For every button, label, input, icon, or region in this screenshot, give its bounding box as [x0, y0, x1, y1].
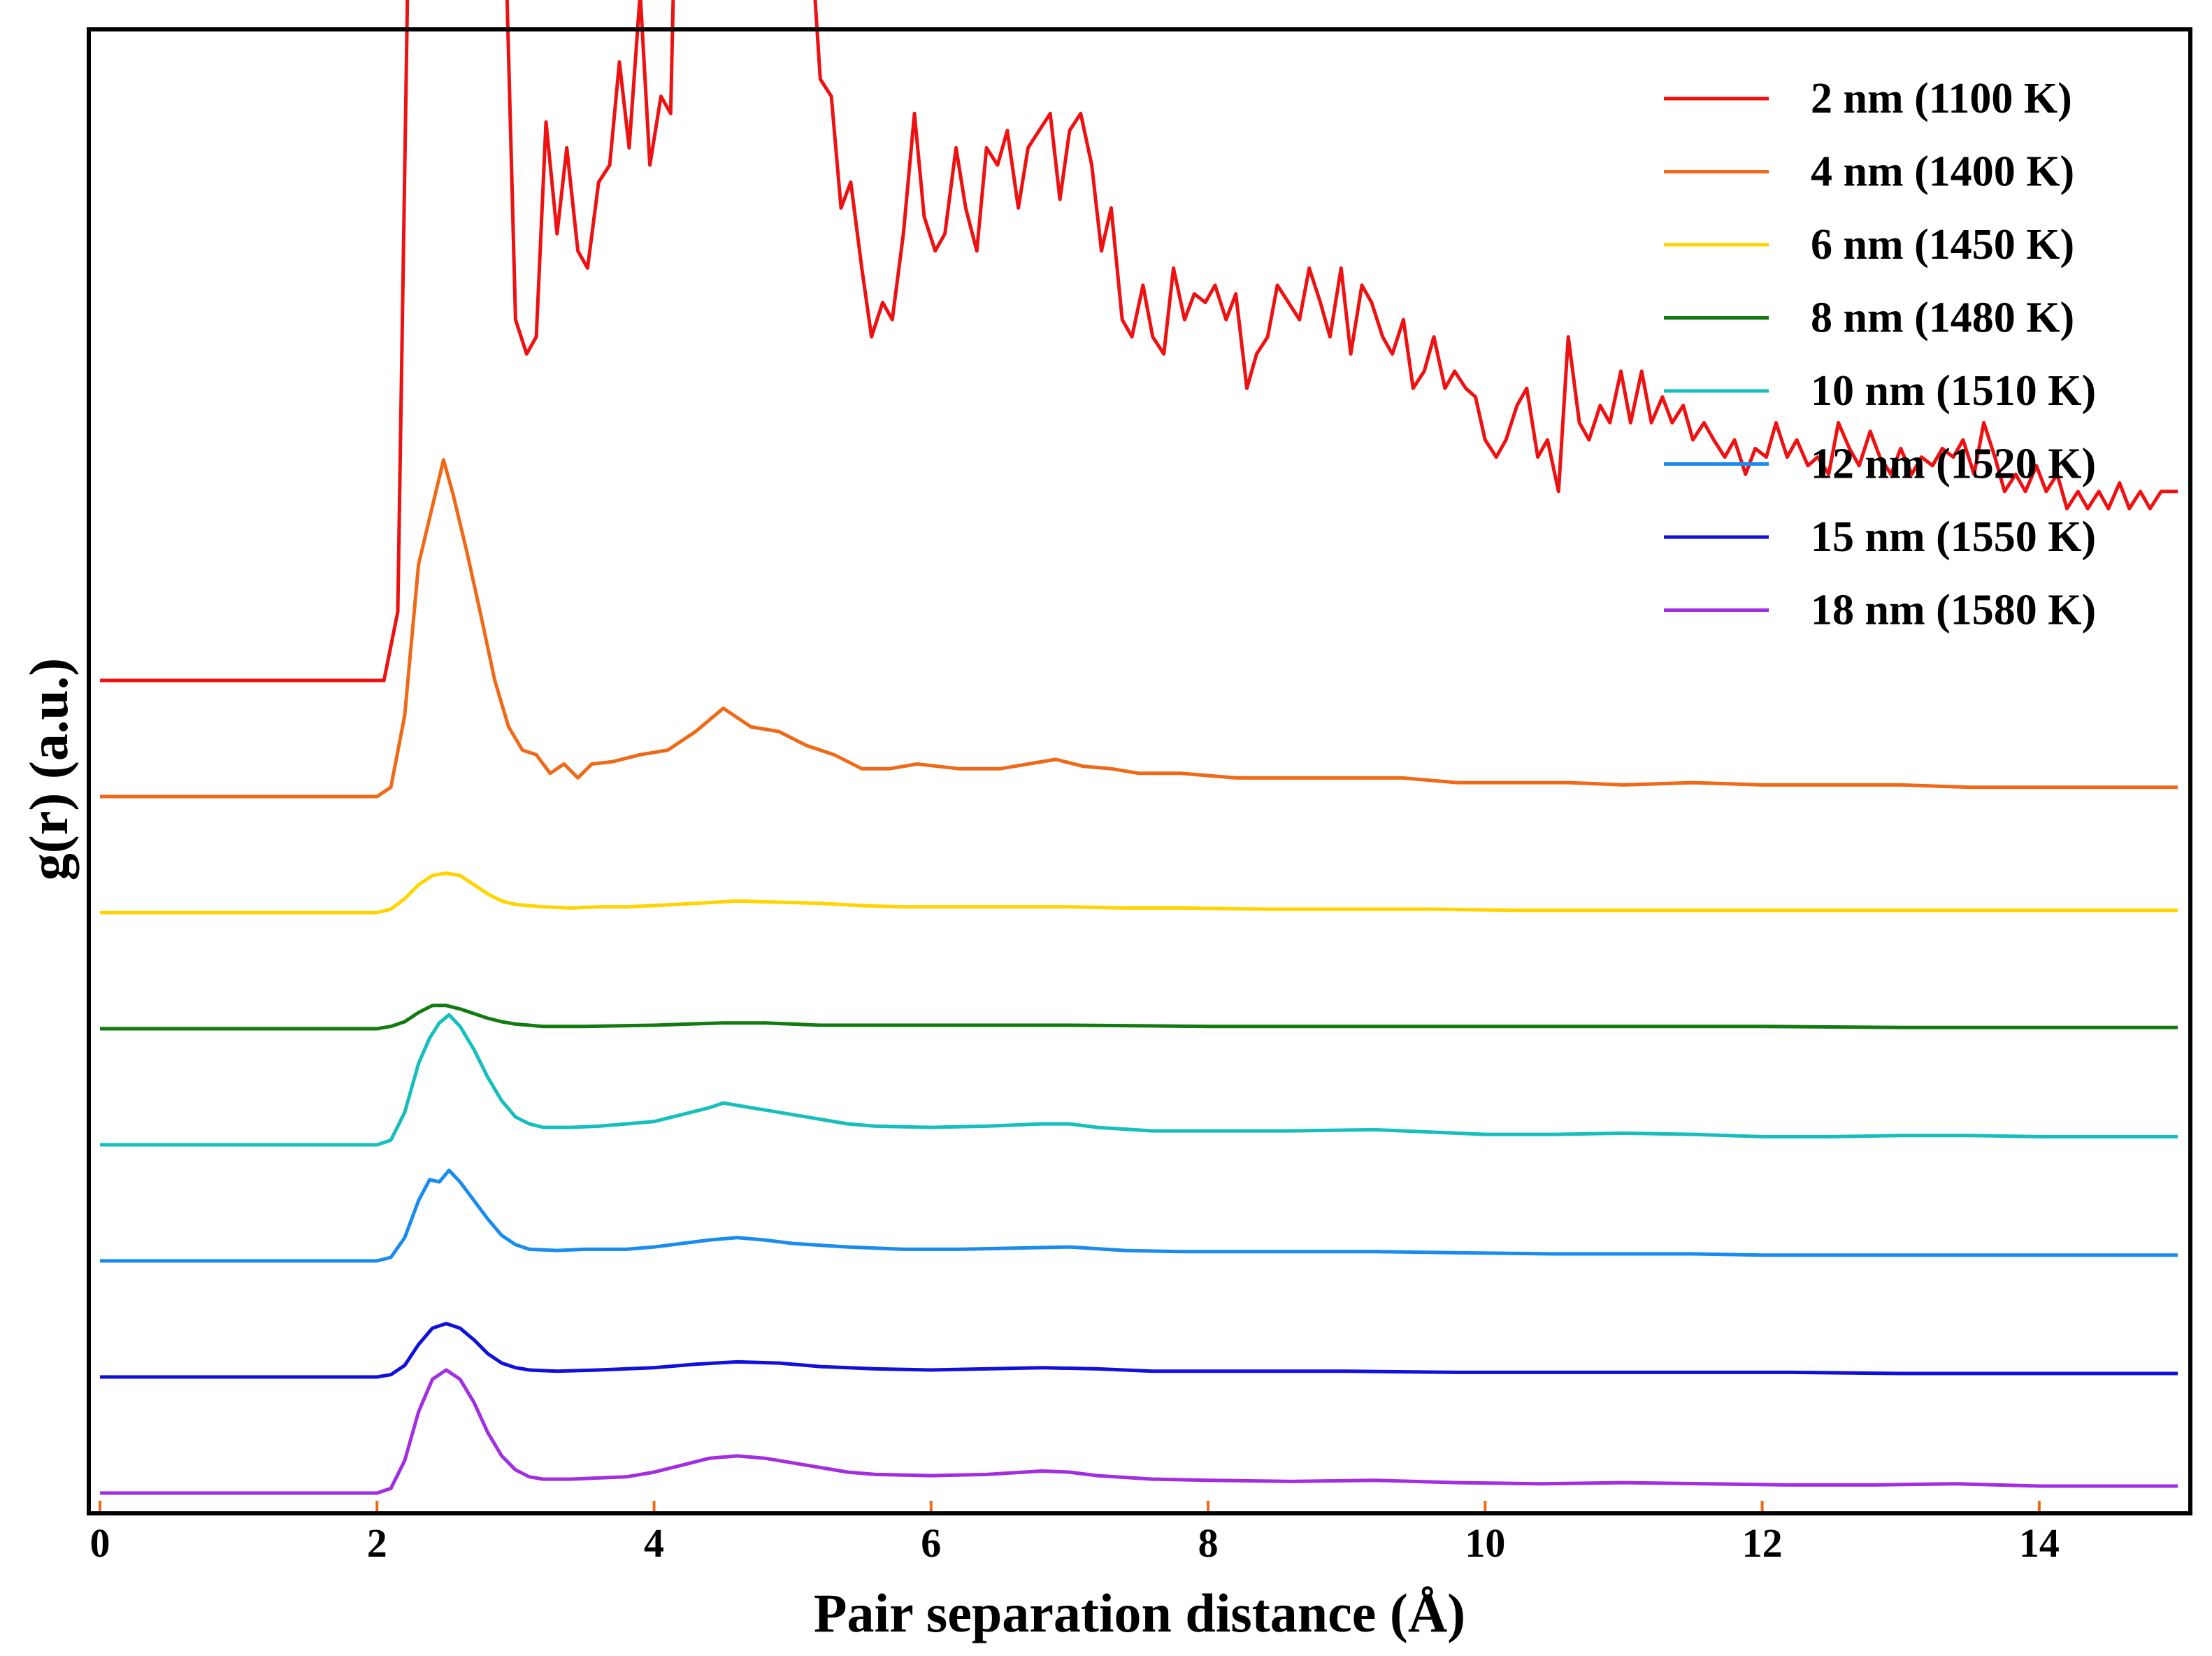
legend-label-8: 18 nm (1580 K) — [1811, 587, 2096, 634]
legend-label-7: 15 nm (1550 K) — [1811, 513, 2096, 561]
x-axis-title: Pair separation distance (Å) — [814, 1583, 1465, 1643]
series-line-6 — [100, 1169, 2178, 1263]
legend: 2 nm (1100 K) 4 nm (1400 K) 6 nm (1450 K) 8… — [1664, 75, 2096, 634]
x-tick-label-8: 14 — [2019, 1520, 2060, 1566]
x-tick-label-3: 4 — [644, 1520, 664, 1566]
legend-label-4: 8 nm (1480 K) — [1811, 294, 2074, 342]
series-line-3 — [100, 871, 2178, 915]
series-line-1 — [100, 0, 2178, 683]
x-tick-label-4: 6 — [921, 1520, 941, 1566]
series-line-8 — [100, 1368, 2178, 1495]
x-tick-label-6: 10 — [1465, 1520, 1505, 1566]
x-tick-label-5: 8 — [1198, 1520, 1219, 1566]
legend-label-6: 12 nm (1520 K) — [1811, 441, 2096, 488]
series-line-4 — [100, 1004, 2178, 1031]
x-tick-label-7: 12 — [1742, 1520, 1783, 1566]
series-line-7 — [100, 1322, 2178, 1379]
x-tick-label-1: 0 — [90, 1520, 110, 1566]
x-tick-label-2: 2 — [367, 1520, 387, 1566]
y-axis-title: g(r) (a.u.) — [18, 658, 79, 880]
legend-label-3: 6 nm (1450 K) — [1811, 221, 2074, 269]
plot-frame — [87, 27, 2192, 1515]
series-line-5 — [100, 1013, 2178, 1147]
series-line-2 — [100, 458, 2178, 799]
legend-label-2: 4 nm (1400 K) — [1811, 148, 2074, 196]
legend-label-5: 10 nm (1510 K) — [1811, 367, 2096, 415]
series-layer — [100, 0, 2178, 1495]
legend-label-1: 2 nm (1100 K) — [1811, 75, 2072, 122]
